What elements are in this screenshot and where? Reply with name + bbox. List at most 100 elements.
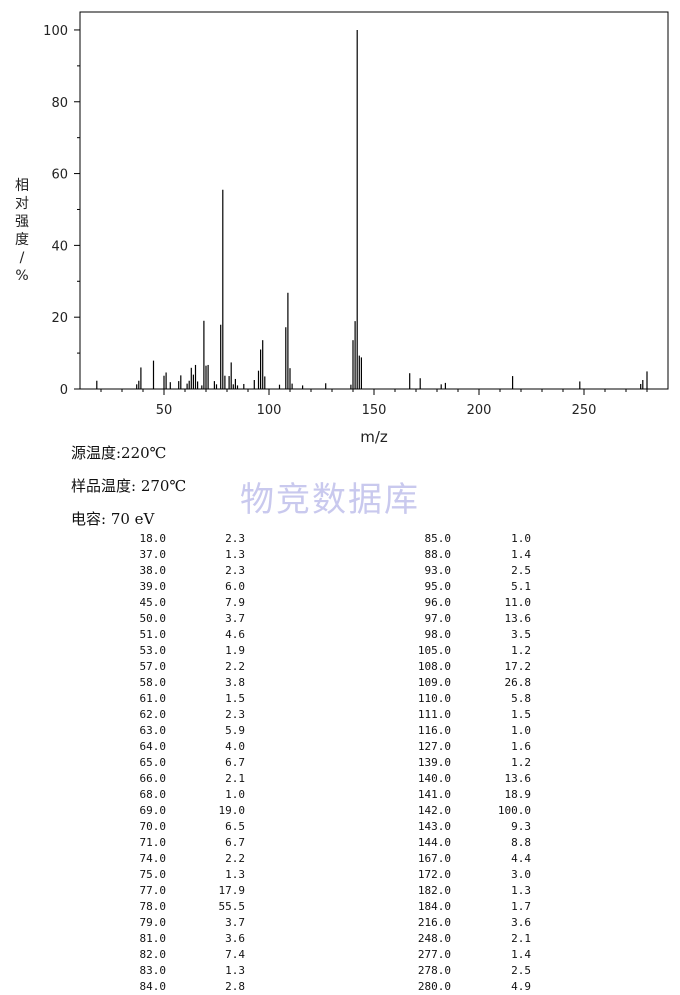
abundance-value: 1.6 <box>511 740 531 753</box>
abundance-value: 2.2 <box>225 660 245 673</box>
peak-row: 81.0 3.6 <box>0 931 300 947</box>
x-tick-label: 50 <box>156 403 173 418</box>
abundance-value: 6.7 <box>225 756 245 769</box>
abundance-value: 6.7 <box>225 836 245 849</box>
peak-row: 83.0 1.3 <box>0 963 300 979</box>
abundance-value: 1.2 <box>511 756 531 769</box>
y-tick-label: 20 <box>51 311 68 326</box>
peak-row: 277.0 1.4 <box>340 947 640 963</box>
tick-labels: 50 100 150 200 250 0 20 40 60 80 100 <box>43 24 596 418</box>
peak-row: 142.0 100.0 <box>340 803 640 819</box>
peak-row: 110.0 5.8 <box>340 691 640 707</box>
peak-row: 79.0 3.7 <box>0 915 300 931</box>
x-tick-label: 250 <box>572 403 597 418</box>
mz-value: 53.0 <box>139 644 167 657</box>
mz-value: 184.0 <box>417 900 451 913</box>
abundance-value: 100.0 <box>497 804 531 817</box>
mz-value: 74.0 <box>139 852 167 865</box>
abundance-value: 1.9 <box>225 644 245 657</box>
abundance-value: 3.7 <box>225 612 245 625</box>
mz-value: 78.0 <box>139 900 167 913</box>
mz-value: 167.0 <box>417 852 451 865</box>
abundance-value: 3.8 <box>225 676 245 689</box>
peak-row: 57.0 2.2 <box>0 659 300 675</box>
mz-value: 143.0 <box>417 820 451 833</box>
peak-row: 141.0 18.9 <box>340 787 640 803</box>
abundance-value: 11.0 <box>504 596 532 609</box>
mz-value: 97.0 <box>424 612 452 625</box>
peak-row: 85.0 1.0 <box>340 531 640 547</box>
abundance-value: 1.3 <box>225 964 245 977</box>
peak-row: 143.0 9.3 <box>340 819 640 835</box>
peak-row: 65.0 6.7 <box>0 755 300 771</box>
mz-value: 71.0 <box>139 836 167 849</box>
mz-value: 96.0 <box>424 596 452 609</box>
peak-row: 139.0 1.2 <box>340 755 640 771</box>
abundance-value: 17.2 <box>504 660 532 673</box>
abundance-value: 3.6 <box>511 916 531 929</box>
mz-value: 277.0 <box>417 948 451 961</box>
mz-value: 109.0 <box>417 676 451 689</box>
peak-row: 98.0 3.5 <box>340 627 640 643</box>
mz-value: 37.0 <box>139 548 167 561</box>
mz-value: 82.0 <box>139 948 167 961</box>
plot-frame <box>79 11 669 390</box>
mz-value: 68.0 <box>139 788 167 801</box>
abundance-value: 3.5 <box>511 628 531 641</box>
axis-ticks <box>74 29 648 395</box>
mz-value: 45.0 <box>139 596 167 609</box>
abundance-value: 2.8 <box>225 980 245 993</box>
abundance-value: 1.0 <box>511 724 531 737</box>
abundance-value: 6.0 <box>225 580 245 593</box>
mz-value: 139.0 <box>417 756 451 769</box>
peak-row: 53.0 1.9 <box>0 643 300 659</box>
peak-row: 182.0 1.3 <box>340 883 640 899</box>
peak-table-right: 85.0 1.0 88.0 1.4 93.0 2.5 95.0 5.1 96.0 11.0 97.0… <box>340 531 640 995</box>
mz-value: 69.0 <box>139 804 167 817</box>
watermark: 物竞数据库 <box>240 480 420 520</box>
mz-value: 216.0 <box>417 916 451 929</box>
peak-row: 78.0 55.5 <box>0 899 300 915</box>
mz-value: 278.0 <box>417 964 451 977</box>
peak-row: 96.0 11.0 <box>340 595 640 611</box>
abundance-value: 9.3 <box>511 820 531 833</box>
mz-value: 111.0 <box>417 708 451 721</box>
abundance-value: 1.4 <box>511 548 531 561</box>
y-tick-label: 100 <box>43 24 68 39</box>
sample-temperature: 样品温度: 270℃ <box>71 477 187 495</box>
peak-row: 58.0 3.8 <box>0 675 300 691</box>
mz-value: 66.0 <box>139 772 167 785</box>
source-temperature: 源温度:220℃ <box>71 444 167 462</box>
abundance-value: 55.5 <box>218 900 246 913</box>
abundance-value: 4.6 <box>225 628 245 641</box>
abundance-value: 19.0 <box>218 804 246 817</box>
mz-value: 51.0 <box>139 628 167 641</box>
peak-row: 167.0 4.4 <box>340 851 640 867</box>
peak-row: 18.0 2.3 <box>0 531 300 547</box>
abundance-value: 4.9 <box>511 980 531 993</box>
abundance-value: 2.2 <box>225 852 245 865</box>
peak-row: 74.0 2.2 <box>0 851 300 867</box>
abundance-value: 5.1 <box>511 580 531 593</box>
abundance-value: 2.5 <box>511 564 531 577</box>
abundance-value: 13.6 <box>504 612 532 625</box>
mz-value: 182.0 <box>417 884 451 897</box>
abundance-value: 1.0 <box>511 532 531 545</box>
peak-row: 109.0 26.8 <box>340 675 640 691</box>
y-tick-label: 60 <box>51 168 68 183</box>
mz-value: 142.0 <box>417 804 451 817</box>
abundance-value: 2.5 <box>511 964 531 977</box>
mz-value: 172.0 <box>417 868 451 881</box>
peak-row: 77.0 17.9 <box>0 883 300 899</box>
mz-value: 70.0 <box>139 820 167 833</box>
abundance-value: 8.8 <box>511 836 531 849</box>
mz-value: 116.0 <box>417 724 451 737</box>
mz-value: 127.0 <box>417 740 451 753</box>
abundance-value: 3.7 <box>225 916 245 929</box>
mz-value: 110.0 <box>417 692 451 705</box>
abundance-value: 5.9 <box>225 724 245 737</box>
peak-row: 88.0 1.4 <box>340 547 640 563</box>
abundance-value: 1.2 <box>511 644 531 657</box>
peak-row: 127.0 1.6 <box>340 739 640 755</box>
peak-row: 37.0 1.3 <box>0 547 300 563</box>
